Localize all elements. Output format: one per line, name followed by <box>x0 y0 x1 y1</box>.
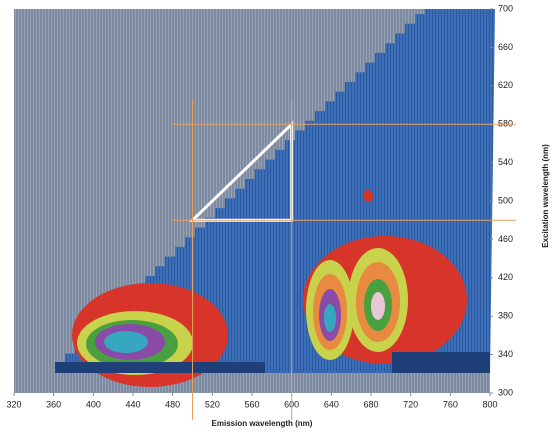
y-tick-label: 500 <box>498 195 513 205</box>
x-tick-label: 560 <box>244 399 259 409</box>
y-tick-label: 420 <box>498 272 513 282</box>
x-tick-label: 800 <box>482 399 497 409</box>
y-axis-title: Excitation wavelength (nm) <box>541 144 550 248</box>
x-tick-label: 320 <box>6 399 21 409</box>
y-tick-label: 580 <box>498 119 513 129</box>
x-tick-label: 760 <box>443 399 458 409</box>
x-tick-label: 400 <box>86 399 101 409</box>
x-tick-label: 480 <box>165 399 180 409</box>
x-tick-label: 440 <box>125 399 140 409</box>
x-tick-label: 680 <box>363 399 378 409</box>
y-tick-label: 300 <box>498 387 513 397</box>
y-tick-label: 380 <box>498 311 513 321</box>
y-tick-label: 540 <box>498 157 513 167</box>
y-tick-label: 620 <box>498 80 513 90</box>
x-tick-label: 520 <box>205 399 220 409</box>
x-tick-label: 720 <box>403 399 418 409</box>
x-axis-title: Emission wavelength (nm) <box>212 419 313 428</box>
y-tick-label: 660 <box>498 42 513 52</box>
x-tick-label: 360 <box>46 399 61 409</box>
y-tick-label: 340 <box>498 349 513 359</box>
y-tick-label: 700 <box>498 3 513 13</box>
y-tick-label: 460 <box>498 234 513 244</box>
x-tick-label: 640 <box>324 399 339 409</box>
chart: Emission wavelength (nm) Excitation wave… <box>0 0 552 432</box>
